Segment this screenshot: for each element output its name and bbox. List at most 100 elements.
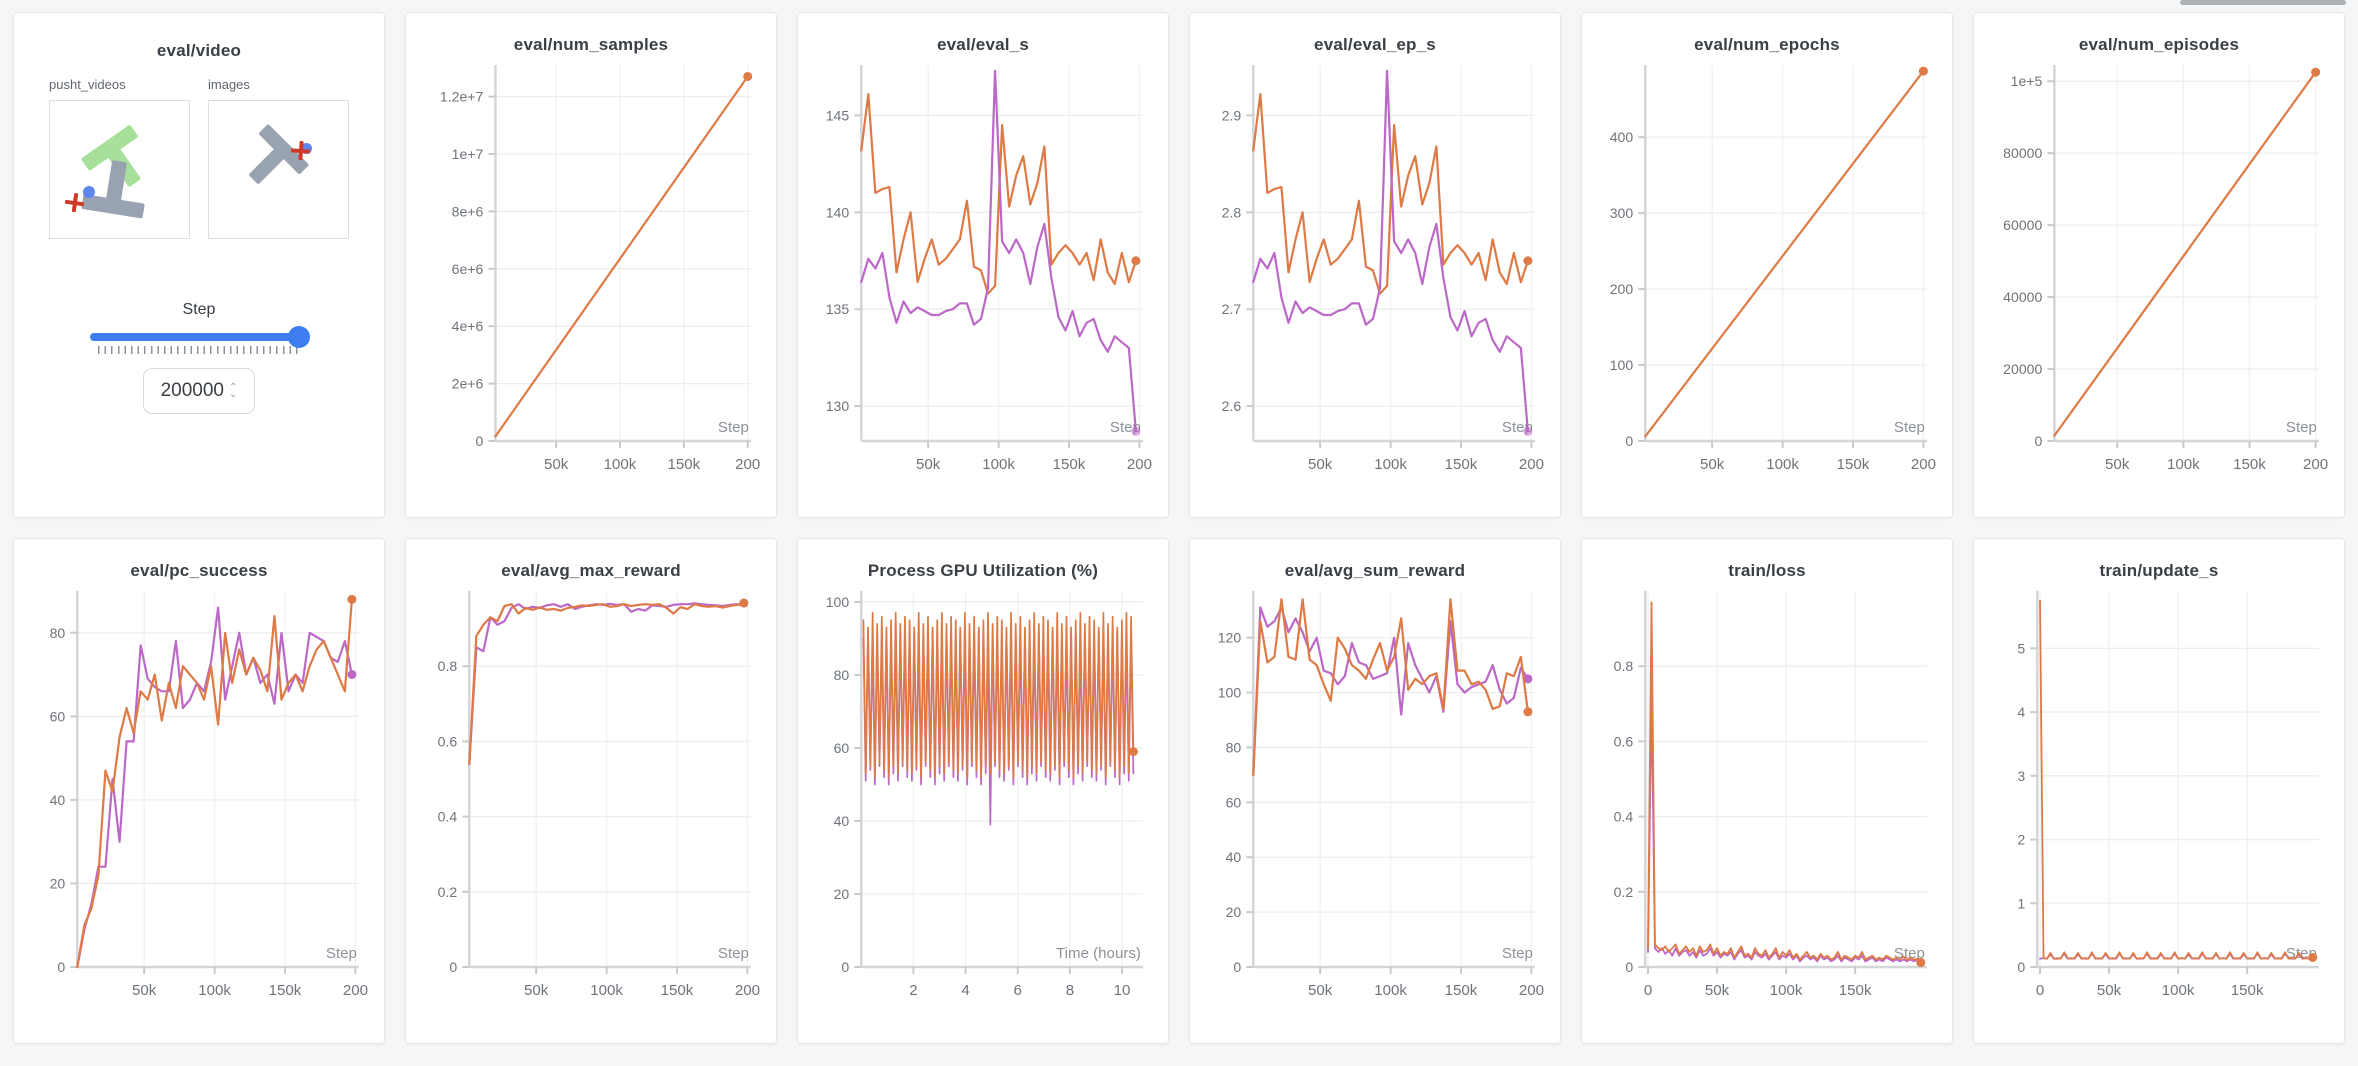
svg-text:0: 0 [449,959,457,975]
svg-text:0.6: 0.6 [1614,733,1634,749]
svg-text:100k: 100k [590,982,623,999]
step-slider-track[interactable] [90,326,310,348]
svg-text:6: 6 [1014,982,1022,999]
svg-text:1: 1 [2017,895,2025,911]
target-cross-icon [290,140,310,160]
svg-text:100k: 100k [2167,456,2200,473]
svg-text:50k: 50k [1308,982,1333,999]
svg-text:10: 10 [1114,982,1131,999]
svg-text:0.2: 0.2 [1614,884,1634,900]
svg-text:2: 2 [2017,832,2025,848]
svg-text:2.8: 2.8 [1222,204,1242,220]
chart-panel-eval-avg-max-reward[interactable]: eval/avg_max_reward 0 0.2 0.4 0.6 0.8 50k 100k… [405,538,777,1044]
chart-body: 0 20000 40000 60000 80000 1e+5 50k 100k 150k 200 S… [1974,55,2344,499]
svg-text:140: 140 [826,204,850,220]
svg-text:2e+6: 2e+6 [452,376,484,392]
svg-text:0.8: 0.8 [1614,658,1634,674]
chart-title: train/update_s [2099,561,2219,580]
svg-text:5: 5 [2017,640,2025,656]
svg-text:200: 200 [1519,982,1544,999]
media-item-pusht-videos[interactable]: pusht_videos [49,77,190,239]
svg-text:150k: 150k [269,982,302,999]
chart-body: 0 20 40 60 80 100 120 50k 100k 150k 200 Step [1190,581,1560,1025]
pusht-video-thumbnail[interactable] [49,100,190,239]
media-caption: pusht_videos [49,77,126,92]
images-thumbnail[interactable] [208,100,349,239]
chart-panel-eval-eval-s[interactable]: eval/eval_s 130 135 140 145 50k 100k 150k 200 St… [797,12,1169,518]
svg-text:150k: 150k [1445,982,1478,999]
svg-text:0: 0 [1233,959,1241,975]
stepper-icons[interactable]: ⌃ ⌄ [229,382,238,400]
svg-text:0.4: 0.4 [1614,809,1634,825]
svg-text:200: 200 [343,982,368,999]
svg-text:50k: 50k [524,982,549,999]
stepper-down-icon[interactable]: ⌄ [229,389,238,400]
svg-text:80: 80 [50,625,66,641]
svg-text:0.8: 0.8 [438,658,458,674]
svg-text:100k: 100k [198,982,231,999]
svg-text:0: 0 [841,959,849,975]
chart-body: 0 100 200 300 400 50k 100k 150k 200 Step [1582,55,1952,499]
chart-body: 0 0.2 0.4 0.6 0.8 50k 100k 150k 200 Step [406,581,776,1025]
chart-panel-process-gpu-utilization-[interactable]: Process GPU Utilization (%) 0 20 40 60 80 100… [797,538,1169,1044]
svg-text:4e+6: 4e+6 [452,318,484,334]
chart-panel-eval-num-episodes[interactable]: eval/num_episodes 0 20000 40000 60000 80000 1… [1973,12,2345,518]
svg-text:150k: 150k [2231,982,2264,999]
chart-svg: 0 0.2 0.4 0.6 0.8 50k 100k 150k 200 Step [438,591,760,999]
svg-text:0: 0 [1625,959,1633,975]
svg-text:Step: Step [718,945,749,962]
step-input[interactable]: 200000 ⌃ ⌄ [143,368,255,414]
stepper-up-icon[interactable]: ⌃ [229,382,238,393]
svg-text:20: 20 [50,875,66,891]
svg-text:150k: 150k [1839,982,1872,999]
svg-text:50k: 50k [132,982,157,999]
svg-text:200: 200 [1911,456,1936,473]
chart-svg: 0 2e+6 4e+6 6e+6 8e+6 1e+7 1.2e+7 50k 100k 150k 20… [440,65,760,473]
chart-panel-eval-eval-ep-s[interactable]: eval/eval_ep_s 2.6 2.7 2.8 2.9 50k 100k 150k 20… [1189,12,1561,518]
svg-text:200: 200 [1519,456,1544,473]
chart-title: eval/num_epochs [1694,35,1840,54]
chart-title: eval/avg_max_reward [501,561,681,580]
svg-text:80: 80 [1226,739,1242,755]
svg-text:0.4: 0.4 [438,809,458,825]
svg-text:6e+6: 6e+6 [452,261,484,277]
chart-svg: 0 100 200 300 400 50k 100k 150k 200 Step [1610,65,1936,473]
svg-text:0: 0 [1644,982,1652,999]
chart-body: 2.6 2.7 2.8 2.9 50k 100k 150k 200 Step [1190,55,1560,499]
svg-text:150k: 150k [1053,456,1086,473]
svg-text:145: 145 [826,107,850,123]
media-panel-title: eval/video [156,41,242,60]
svg-text:200: 200 [735,456,760,473]
step-slider[interactable] [90,326,310,354]
svg-text:Step: Step [326,945,357,962]
media-item-images[interactable]: images [208,77,349,239]
chart-panel-eval-num-epochs[interactable]: eval/num_epochs 0 100 200 300 400 50k 100k 150k… [1581,12,1953,518]
svg-text:0.6: 0.6 [438,733,458,749]
svg-text:4: 4 [961,982,969,999]
chart-panel-eval-avg-sum-reward[interactable]: eval/avg_sum_reward 0 20 40 60 80 100 120 50k 10… [1189,538,1561,1044]
svg-text:60000: 60000 [2003,217,2042,233]
svg-text:120: 120 [1218,630,1242,646]
svg-text:0: 0 [2034,433,2042,449]
svg-text:200: 200 [1610,281,1634,297]
step-input-value: 200000 [160,380,224,401]
svg-text:400: 400 [1610,129,1634,145]
chart-panel-eval-pc-success[interactable]: eval/pc_success 0 20 40 60 80 50k 100k 150k 200 S… [13,538,385,1044]
svg-text:0: 0 [57,959,65,975]
media-panel-eval-video[interactable]: eval/video pusht_videos [13,12,385,518]
gray-t-shape-icon [233,123,310,199]
chart-title: eval/num_samples [513,35,669,54]
chart-panel-eval-num-samples[interactable]: eval/num_samples 0 2e+6 4e+6 6e+6 8e+6 1e+7 1.… [405,12,777,518]
chart-body: 0 1 2 3 4 5 0 50k 100k 150k Step [1974,581,2344,1025]
horizontal-scrollbar[interactable] [2180,0,2346,5]
step-slider-thumb[interactable] [288,326,310,348]
svg-text:100: 100 [1610,357,1634,373]
svg-text:Step: Step [1894,419,1925,436]
chart-panel-train-update-s[interactable]: train/update_s 0 1 2 3 4 5 0 50k 100k 150k Step [1973,538,2345,1044]
chart-panel-train-loss[interactable]: train/loss 0 0.2 0.4 0.6 0.8 0 50k 100k 150k Step [1581,538,1953,1044]
agent-dot-icon [83,185,96,198]
svg-text:0: 0 [476,433,484,449]
svg-text:200: 200 [2303,456,2328,473]
